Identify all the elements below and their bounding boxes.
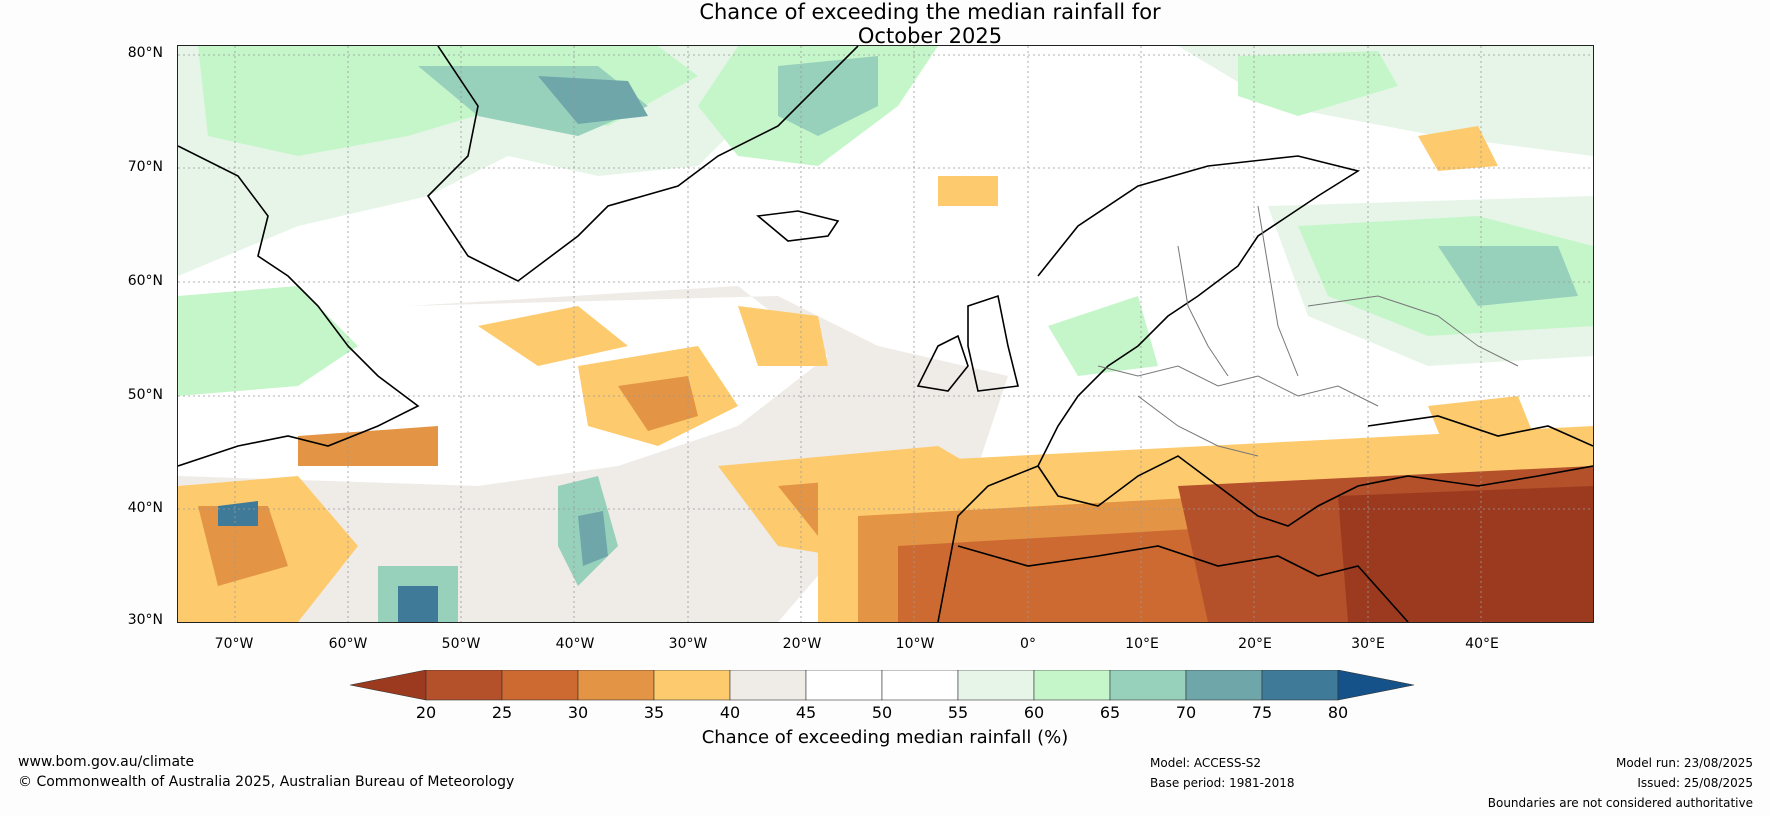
- lat-label-70n: 70°N: [127, 159, 163, 175]
- colorbar-segment: [501, 670, 579, 701]
- colorbar-tick: 30: [567, 703, 589, 722]
- lat-label-50n: 50°N: [127, 387, 163, 403]
- colorbar-tick: 25: [491, 703, 513, 722]
- website-link[interactable]: www.bom.gov.au/climate: [18, 754, 195, 770]
- lon-label-50w: 50°W: [441, 636, 481, 652]
- lat-label-60n: 60°N: [127, 273, 163, 289]
- colorbar-segment: [577, 670, 655, 701]
- lon-label-20w: 20°W: [782, 636, 822, 652]
- graticule: [178, 46, 1593, 622]
- colorbar-segment: [425, 670, 503, 701]
- colorbar-segment: [729, 670, 807, 701]
- issued-date: Issued: 25/08/2025: [1637, 776, 1753, 790]
- map-title-line2: October 2025: [857, 24, 1003, 48]
- colorbar-tick: 80: [1327, 703, 1349, 722]
- colorbar-tick: 20: [415, 703, 437, 722]
- colorbar-segment: [1033, 670, 1111, 701]
- map-canvas: [178, 46, 1593, 622]
- lat-label-80n: 80°N: [127, 45, 163, 61]
- lon-label-40w: 40°W: [555, 636, 595, 652]
- model-name: Model: ACCESS-S2: [1150, 756, 1262, 770]
- lon-label-60w: 60°W: [328, 636, 368, 652]
- lon-label-20e: 20°E: [1238, 636, 1272, 652]
- coastlines: [178, 46, 1593, 622]
- boundaries-disclaimer: Boundaries are not considered authoritat…: [1487, 796, 1753, 810]
- lon-label-30e: 30°E: [1351, 636, 1385, 652]
- lon-label-40e: 40°E: [1465, 636, 1499, 652]
- colorbar-title: Chance of exceeding median rainfall (%): [701, 727, 1069, 748]
- colorbar-tick: 50: [871, 703, 893, 722]
- colorbar-arrow-high: [1337, 670, 1415, 701]
- colorbar-segment: [1185, 670, 1263, 701]
- lat-label-30n: 30°N: [127, 612, 163, 628]
- lon-label-30w: 30°W: [668, 636, 708, 652]
- colorbar-segment: [1261, 670, 1339, 701]
- colorbar-tick: 60: [1023, 703, 1045, 722]
- dry-regions: [178, 126, 1593, 622]
- borders: [1097, 205, 1519, 457]
- colorbar-tick: 70: [1175, 703, 1197, 722]
- colorbar-tick: 45: [795, 703, 817, 722]
- colorbar-segment: [805, 670, 883, 701]
- colorbar-segment: [881, 670, 959, 701]
- colorbar-tick: 65: [1099, 703, 1121, 722]
- model-run-date: Model run: 23/08/2025: [1615, 756, 1753, 770]
- colorbar-tick: 55: [947, 703, 969, 722]
- rainfall-probability-map: [177, 45, 1594, 623]
- colorbar-arrow-low: [350, 670, 427, 701]
- lon-label-70w: 70°W: [214, 636, 254, 652]
- lat-label-40n: 40°N: [127, 500, 163, 516]
- colorbar-segment: [957, 670, 1035, 701]
- lon-label-0: 0°: [1020, 636, 1036, 652]
- lon-label-10e: 10°E: [1125, 636, 1159, 652]
- lon-label-10w: 10°W: [895, 636, 935, 652]
- copyright-text: © Commonwealth of Australia 2025, Austra…: [18, 774, 515, 790]
- colorbar: [350, 670, 1415, 701]
- colorbar-tick: 35: [643, 703, 665, 722]
- colorbar-segment: [1109, 670, 1187, 701]
- map-title: Chance of exceeding the median rainfall …: [630, 0, 1230, 48]
- wet-regions: [178, 46, 1593, 396]
- base-period: Base period: 1981-2018: [1150, 776, 1295, 790]
- wet-spots-south: [218, 476, 618, 622]
- colorbar-tick: 75: [1251, 703, 1273, 722]
- colorbar-segment: [653, 670, 731, 701]
- map-title-line1: Chance of exceeding the median rainfall …: [699, 0, 1161, 24]
- colorbar-tick: 40: [719, 703, 741, 722]
